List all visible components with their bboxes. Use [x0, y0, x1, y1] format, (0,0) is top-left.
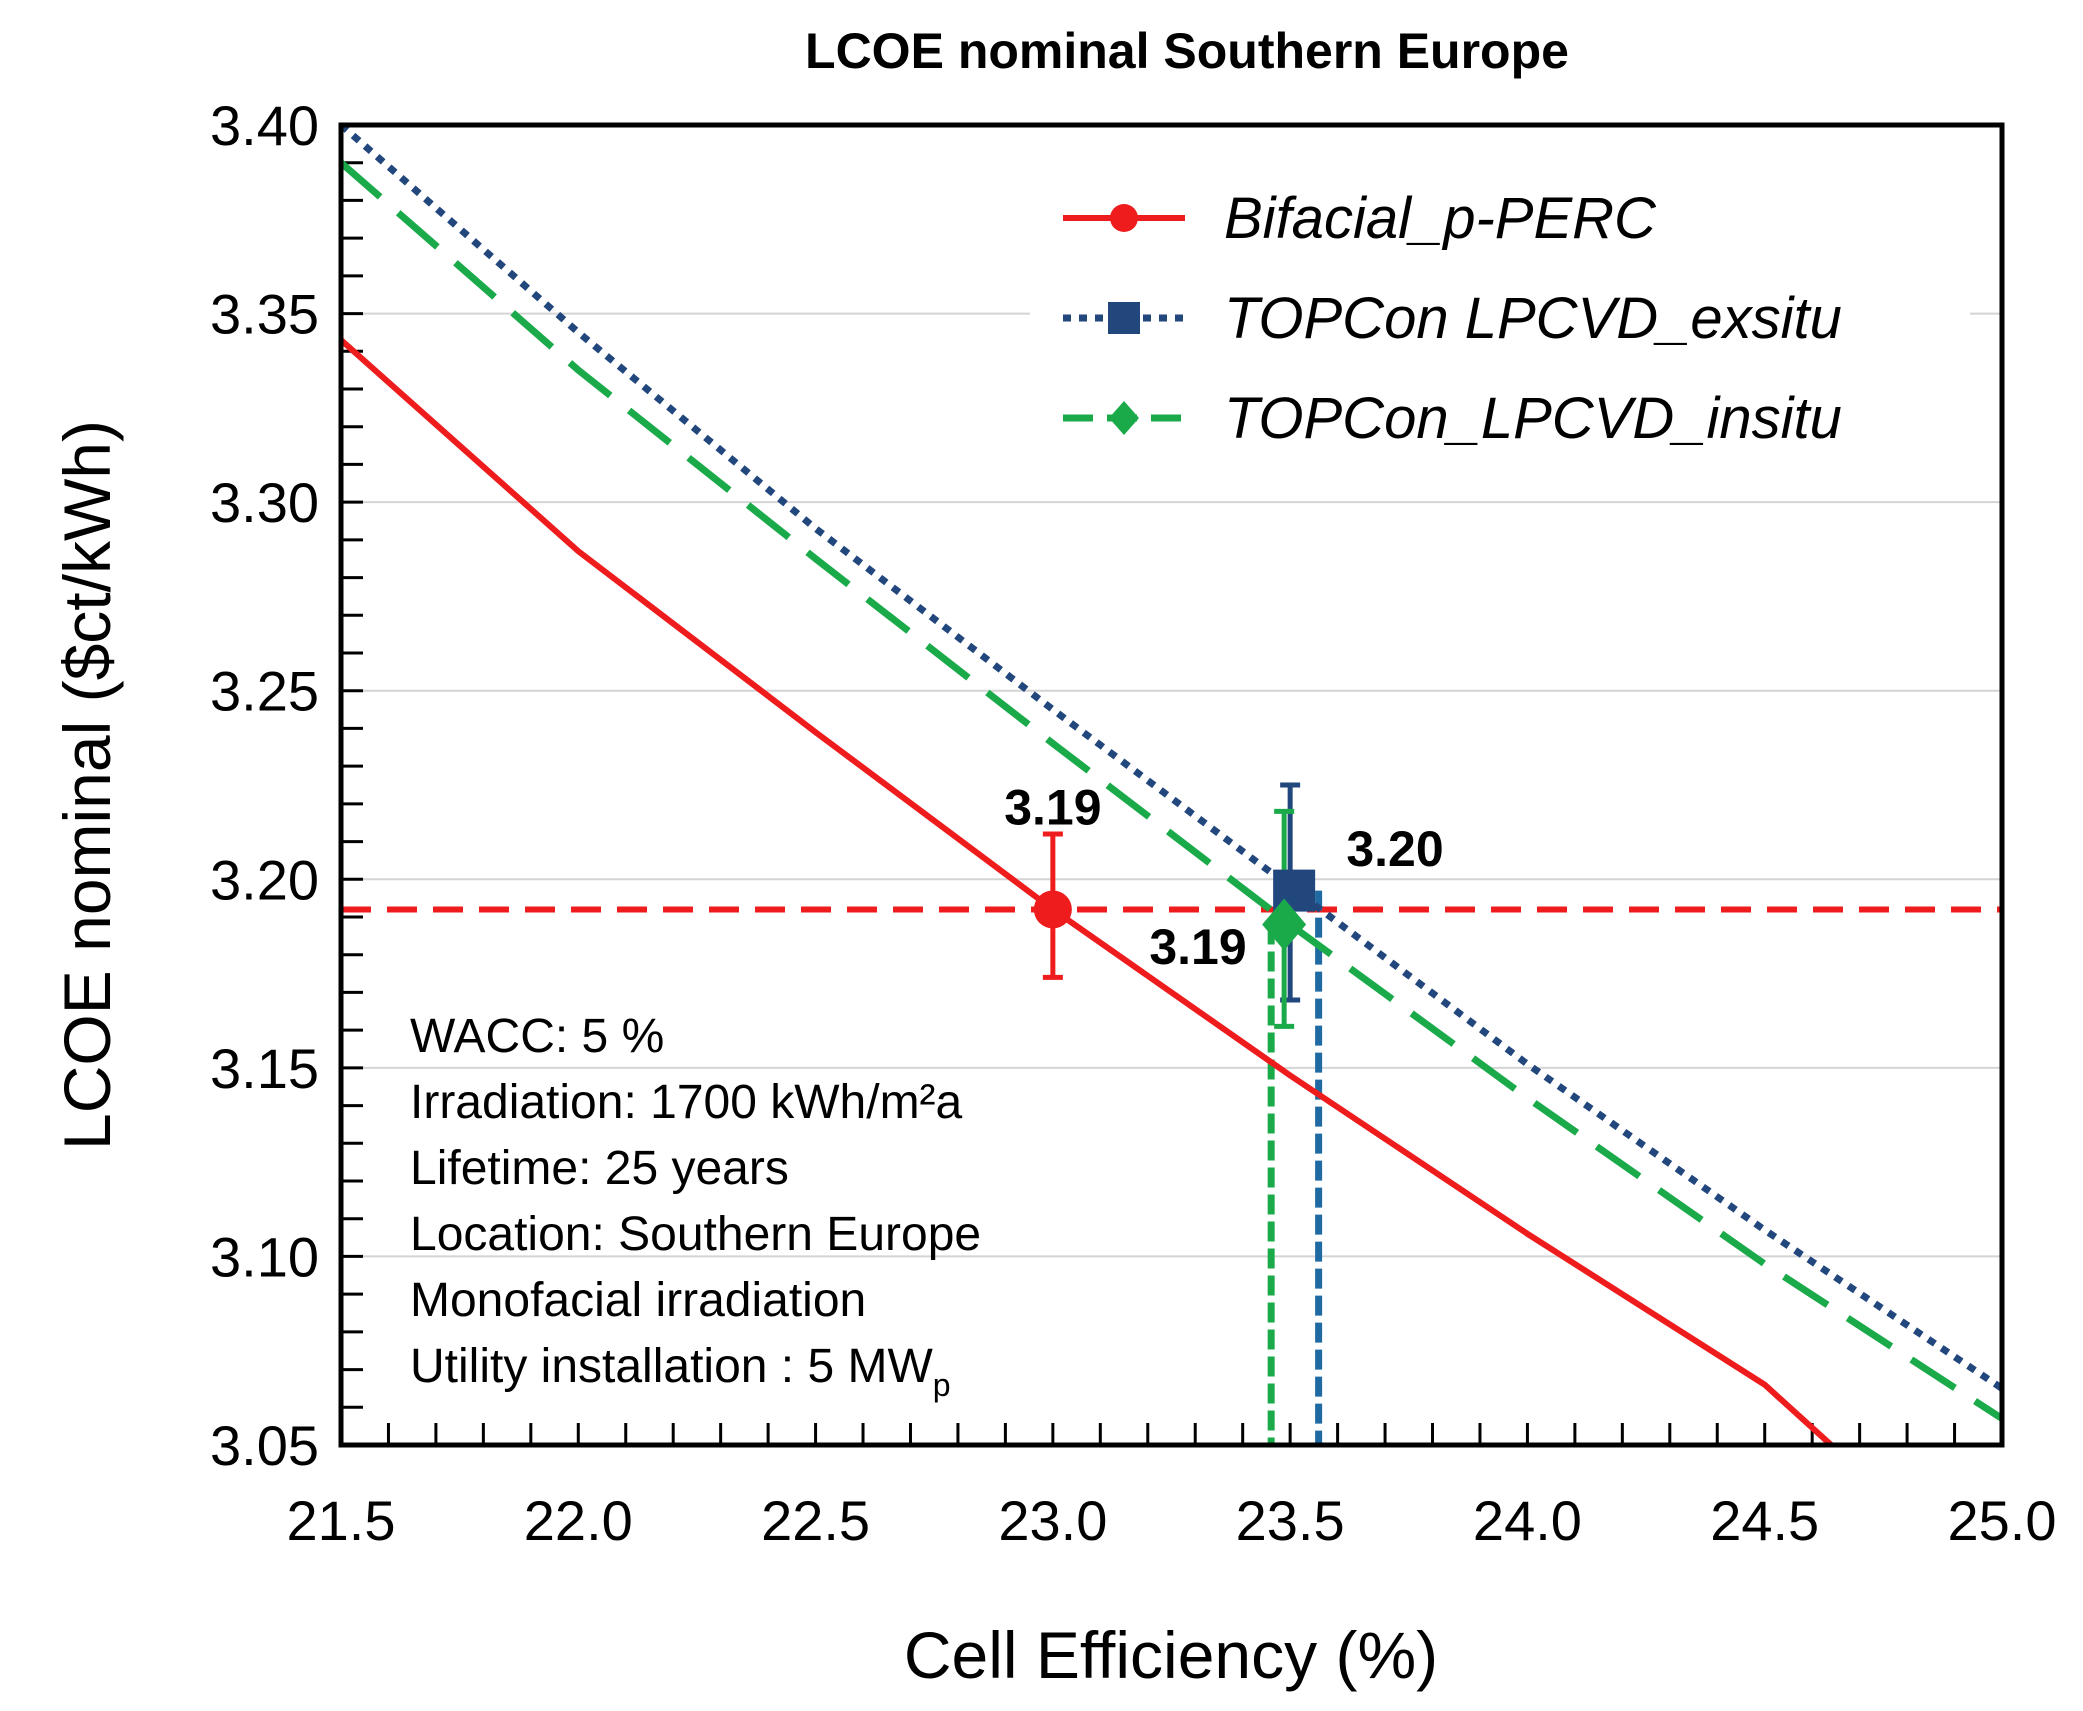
- note-irradiation: Irradiation: 1700 kWh/m²a: [410, 1076, 963, 1129]
- x-tick-labels: 21.5 22.0 22.5 23.0 23.5 24.0 24.5 25.0: [287, 1489, 2057, 1552]
- plot-frame: [338, 122, 2005, 1448]
- x-tick-label: 23.5: [1236, 1489, 1345, 1552]
- note-lifetime: Lifetime: 25 years: [410, 1142, 789, 1195]
- note-utility-subscript: p: [933, 1367, 951, 1403]
- y-tick-label: 3.05: [210, 1414, 319, 1477]
- point-label-bifacial: 3.19: [1004, 779, 1101, 835]
- reference-lines: [341, 890, 2002, 1445]
- series-lines: [338, 122, 2004, 1448]
- note-wacc: WACC: 5 %: [410, 1010, 664, 1063]
- y-tick-label: 3.20: [210, 848, 319, 911]
- legend-label: TOPCon LPCVD_exsitu: [1224, 286, 1842, 351]
- marker-circle: [1033, 890, 1072, 929]
- chart-title: LCOE nominal Southern Europe: [805, 23, 1569, 79]
- y-tick-label: 3.30: [210, 471, 319, 534]
- minor-ticks: [339, 123, 2004, 1447]
- x-tick-label: 22.5: [761, 1489, 870, 1552]
- point-label-exsitu: 3.20: [1346, 821, 1443, 877]
- legend: Bifacial_p-PERC TOPCon LPCVD_exsitu TOPCon…: [1030, 175, 1970, 465]
- marker-diamond: [1262, 898, 1307, 951]
- x-tick-label: 24.5: [1710, 1489, 1819, 1552]
- series-line: [339, 337, 1834, 1448]
- x-tick-label: 24.0: [1473, 1489, 1582, 1552]
- x-tick-label: 25.0: [1948, 1489, 2057, 1552]
- legend-label: TOPCon_LPCVD_insitu: [1224, 386, 1842, 451]
- y-tick-labels: 3.05 3.10 3.15 3.20 3.25 3.30 3.35 3.40: [210, 94, 319, 1477]
- highlight-markers: [1033, 782, 1316, 1029]
- y-tick-label: 3.10: [210, 1225, 319, 1288]
- series-line: [338, 160, 2004, 1422]
- note-location: Location: Southern Europe: [410, 1208, 981, 1261]
- x-tick-label: 23.0: [998, 1489, 1107, 1552]
- legend-marker: [1108, 302, 1140, 334]
- note-monofacial: Monofacial irradiation: [410, 1274, 866, 1327]
- x-tick-label: 22.0: [524, 1489, 633, 1552]
- point-label-insitu: 3.19: [1149, 919, 1246, 975]
- legend-marker: [1110, 204, 1138, 232]
- x-axis-label: Cell Efficiency (%): [904, 1618, 1438, 1692]
- x-tick-label: 21.5: [287, 1489, 396, 1552]
- y-tick-label: 3.25: [210, 660, 319, 723]
- y-tick-label: 3.35: [210, 283, 319, 346]
- y-axis-label: LCOE nominal ($ct/kWh): [50, 420, 124, 1150]
- parameter-notes: WACC: 5 % Irradiation: 1700 kWh/m²a Life…: [410, 1010, 981, 1403]
- y-tick-label: 3.40: [210, 94, 319, 157]
- note-utility: Utility installation : 5 MWp: [410, 1340, 951, 1403]
- legend-marker: [1109, 401, 1139, 435]
- legend-background: [1030, 175, 1970, 465]
- legend-label: Bifacial_p-PERC: [1224, 186, 1657, 251]
- note-utility-main: Utility installation : 5 MW: [410, 1340, 933, 1393]
- point-labels: 3.19 3.20 3.19: [1004, 779, 1443, 975]
- y-tick-label: 3.15: [210, 1037, 319, 1100]
